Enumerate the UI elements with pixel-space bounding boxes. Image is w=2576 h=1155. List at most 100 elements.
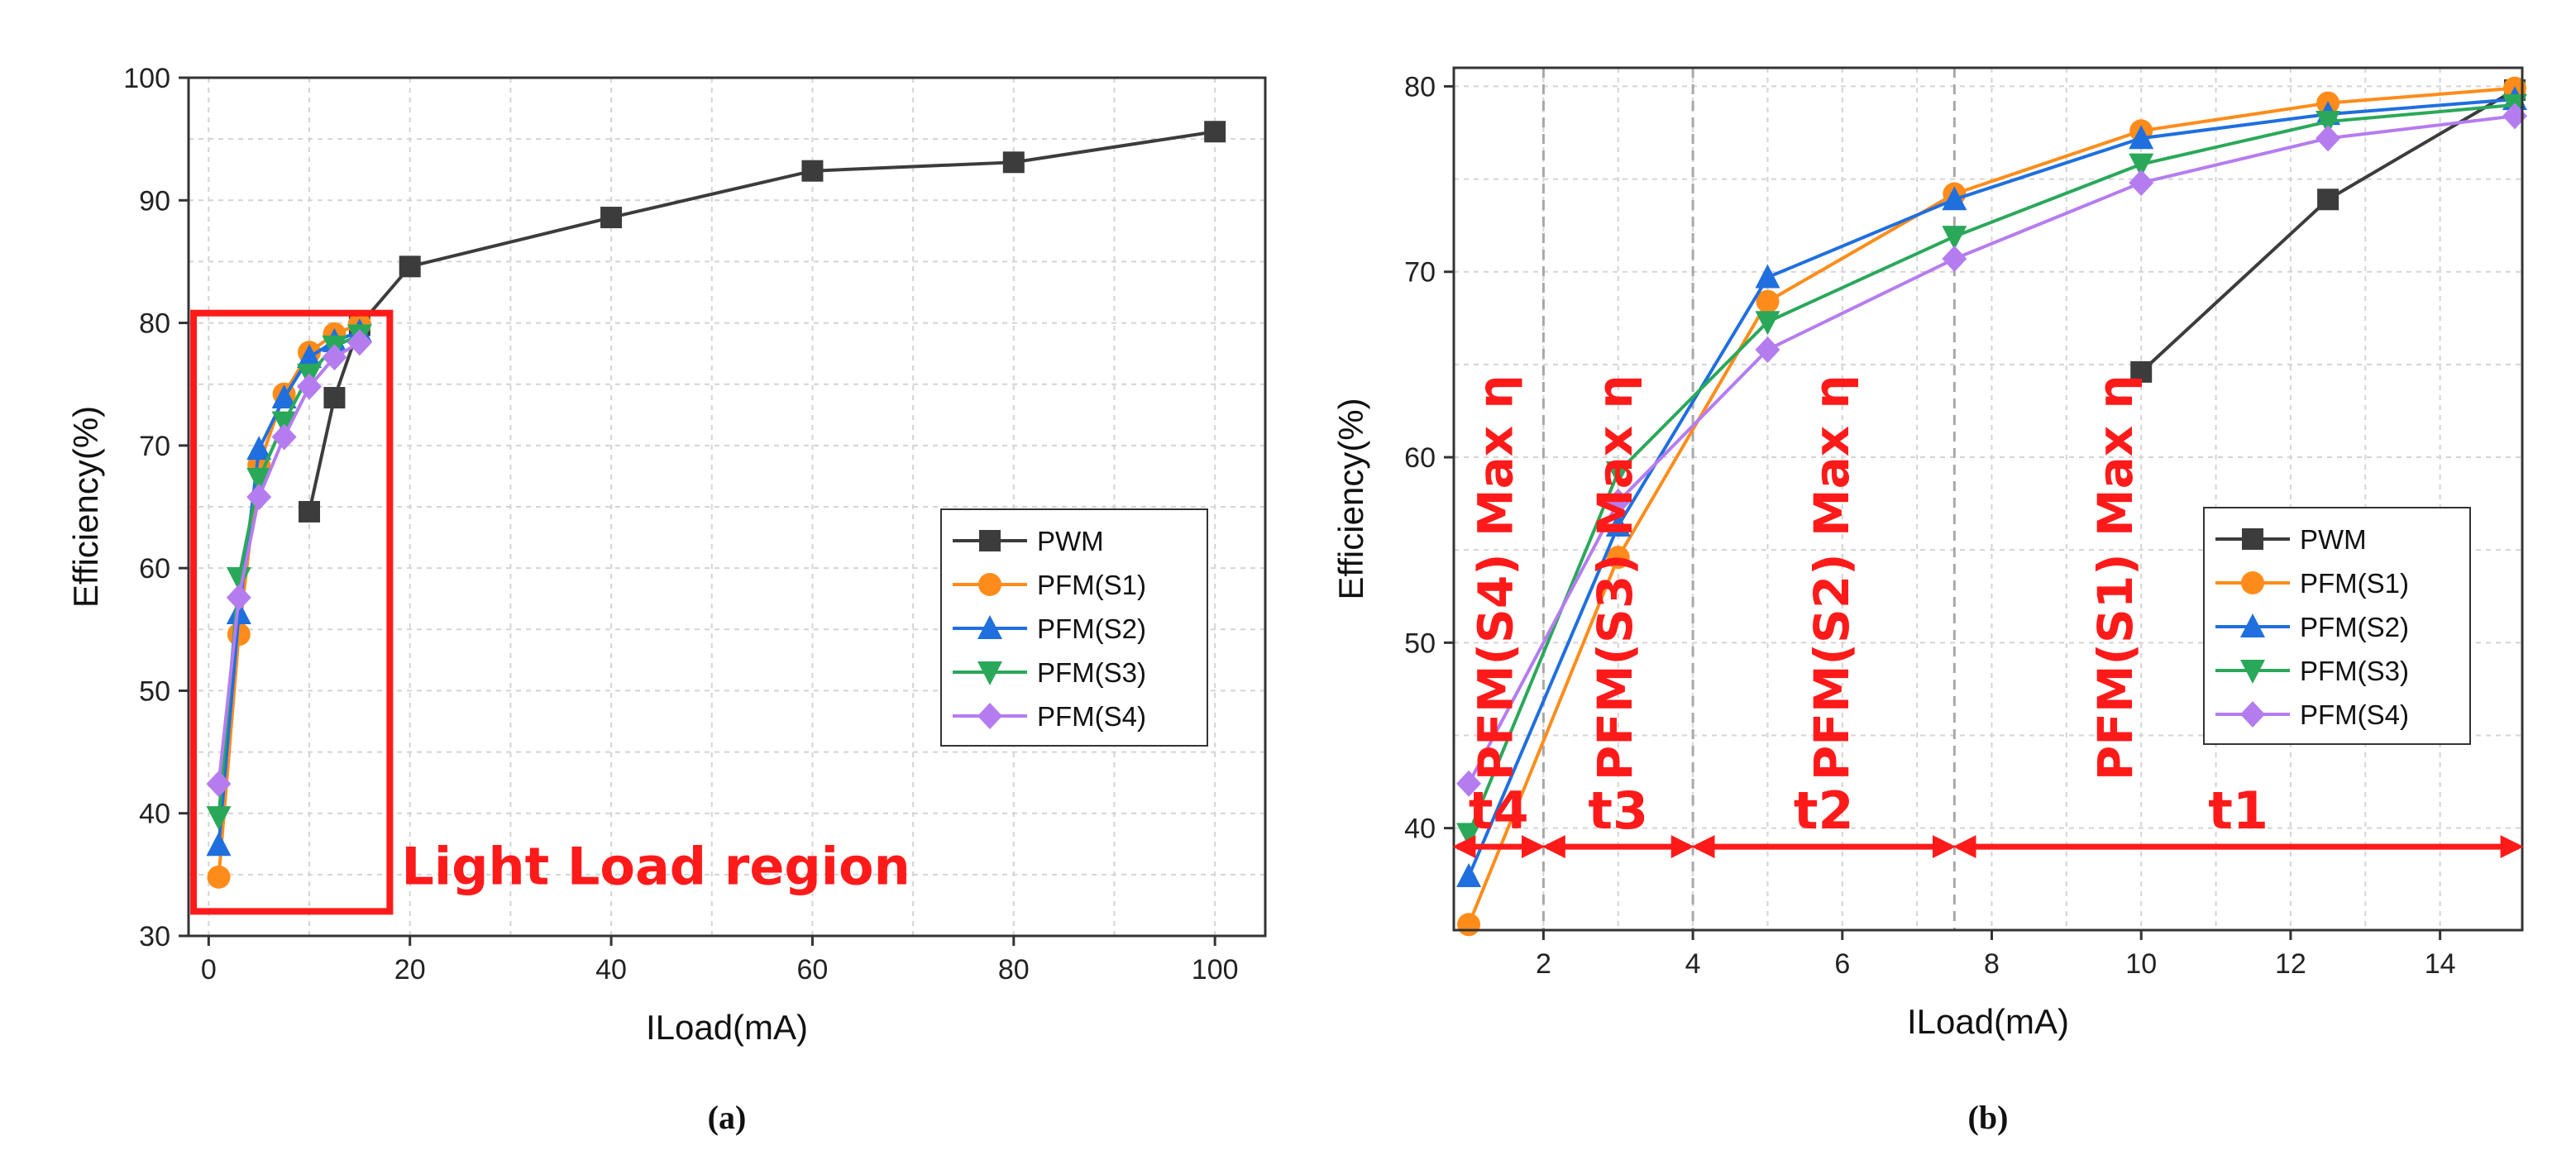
y-tick-label: 60	[1404, 442, 1436, 474]
legend-a: PWM PFM(S1) PFM(S2) PFM(S3) PFM(S4)	[940, 508, 1208, 747]
legend-label: PFM(S1)	[2300, 568, 2409, 599]
legend-item-pwm: PWM	[2215, 524, 2367, 555]
legend-marker	[2242, 528, 2263, 550]
max-efficiency-label-t4: PFM(S4) Max η	[1467, 375, 1523, 780]
legend-marker	[977, 661, 1002, 685]
data-point-pfm-s3	[246, 467, 272, 492]
x-tick-label: 4	[1685, 948, 1701, 980]
data-point-pfm-s3	[1755, 311, 1780, 336]
series-b	[1456, 76, 2527, 937]
data-point-pfm-s3	[1605, 461, 1631, 485]
x-axis-label-a: ILoad(mA)	[646, 1008, 808, 1047]
data-point-pfm-s1	[1756, 289, 1780, 313]
data-point-pwm	[2317, 189, 2339, 211]
y-tick-label: 70	[139, 431, 170, 462]
region-label-t4: t4	[1469, 780, 1529, 841]
legend-label: PWM	[2300, 524, 2367, 555]
x-tick-label: 12	[2275, 948, 2306, 980]
data-point-pfm-s2	[1456, 862, 1482, 887]
data-point-pwm	[2130, 360, 2153, 383]
y-tick-label: 90	[139, 185, 170, 217]
y-tick-label: 60	[139, 553, 170, 585]
y-axis-label-b: Efficiency(%)	[1331, 398, 1370, 599]
data-point-pfm-s4	[1942, 246, 1967, 273]
data-point-pfm-s4	[2316, 125, 2341, 152]
data-point-pfm-s4	[271, 423, 297, 451]
data-point-pfm-s1	[207, 865, 231, 889]
data-point-pfm-s1	[1606, 546, 1630, 570]
data-point-pfm-s4	[2502, 103, 2527, 130]
ticks-a: 0 20 40 60 80 100 30 40 50 60 70 80 90 100	[123, 63, 1238, 986]
data-point-pwm	[323, 387, 346, 409]
max-efficiency-label-t3: PFM(S3) Max η	[1587, 375, 1643, 780]
plot-frame-b	[1452, 66, 2524, 932]
data-point-pwm	[1204, 121, 1226, 143]
legend-label: PFM(S2)	[2300, 612, 2409, 642]
y-tick-label: 50	[139, 675, 170, 707]
data-point-pfm-s3	[2316, 111, 2341, 136]
legend-item-pfm-s3: PFM(S3)	[2215, 656, 2409, 686]
data-point-pfm-s3	[2129, 153, 2154, 178]
data-point-pwm	[399, 255, 421, 278]
legend-marker	[977, 703, 1002, 729]
y-tick-label: 30	[139, 921, 170, 952]
plot-frame-a	[187, 76, 1267, 938]
data-point-pfm-s2	[1605, 513, 1631, 537]
data-point-pfm-s3	[271, 411, 297, 436]
x-tick-label: 0	[201, 954, 217, 986]
legend-item-pwm: PWM	[953, 526, 1104, 556]
data-point-pfm-s4	[246, 484, 272, 511]
data-point-pfm-s4	[322, 344, 347, 371]
series-pfm-s3	[1456, 93, 2527, 847]
series-pfm-s4	[1456, 103, 2527, 797]
data-point-pfm-s4	[297, 373, 323, 400]
legend-label: PFM(S4)	[1037, 701, 1146, 732]
data-point-pfm-s4	[1456, 770, 1482, 797]
legend-label: PWM	[1037, 526, 1104, 556]
series-pfm-s4	[206, 329, 372, 798]
max-efficiency-label-t1: PFM(S1) Max η	[2087, 375, 2143, 780]
region-boundaries-b	[1541, 68, 1956, 930]
data-point-pwm	[299, 500, 321, 523]
data-point-pfm-s2	[271, 384, 297, 409]
legend-marker	[2240, 613, 2265, 637]
x-axis-label-b: ILoad(mA)	[1907, 1002, 2069, 1041]
data-point-pfm-s3	[206, 806, 232, 831]
y-tick-label: 40	[1404, 814, 1436, 845]
y-tick-label: 40	[139, 799, 170, 830]
legend-marker	[2240, 701, 2265, 728]
data-point-pfm-s1	[1457, 913, 1481, 937]
legend-marker	[2240, 660, 2265, 684]
x-tick-label: 10	[2125, 948, 2157, 980]
data-point-pfm-s4	[206, 771, 232, 798]
data-point-pfm-s2	[206, 832, 232, 857]
legend-label: PFM(S3)	[2300, 656, 2409, 686]
legend-item-pfm-s4: PFM(S4)	[2215, 699, 2409, 730]
y-tick-label: 100	[123, 63, 170, 94]
grid-a	[189, 78, 1265, 936]
data-point-pfm-s3	[1456, 823, 1482, 847]
data-point-pfm-s4	[226, 584, 251, 611]
data-point-pfm-s2	[2129, 125, 2154, 150]
x-tick-label: 80	[998, 954, 1030, 986]
data-point-pfm-s2	[246, 436, 272, 461]
y-tick-label: 50	[1404, 628, 1436, 659]
region-label-t3: t3	[1588, 780, 1648, 841]
legend-item-pfm-s4: PFM(S4)	[953, 701, 1146, 732]
legend-marker	[2241, 571, 2264, 594]
region-label-t2: t2	[1794, 780, 1854, 841]
series-line-pwm	[308, 130, 1216, 513]
series-a	[206, 121, 1226, 889]
data-point-pfm-s2	[297, 344, 323, 369]
x-tick-label: 100	[1192, 954, 1239, 986]
legend-label: PFM(S4)	[2300, 699, 2409, 730]
light-load-region-box	[190, 309, 394, 915]
caption-b: (b)	[1968, 1099, 2009, 1136]
data-point-pfm-s4	[346, 329, 372, 356]
data-point-pwm	[1002, 151, 1025, 174]
y-tick-label: 80	[1404, 71, 1436, 103]
x-tick-label: 2	[1536, 948, 1551, 980]
y-axis-label-a: Efficiency(%)	[66, 406, 105, 608]
